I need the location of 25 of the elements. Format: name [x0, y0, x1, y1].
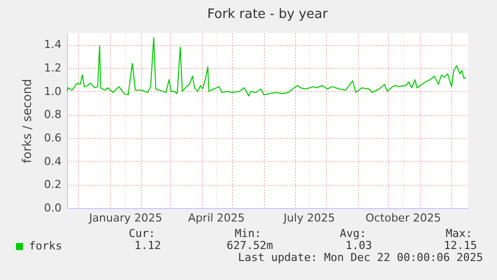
- legend-label: forks: [29, 240, 62, 252]
- y-tick-label: 1.2: [44, 62, 62, 74]
- y-tick-label: 1.4: [44, 38, 62, 52]
- y-tick-label: 0.0: [44, 202, 62, 214]
- chart-title: Fork rate - by year: [207, 7, 328, 22]
- x-tick-label: January 2025: [88, 212, 162, 224]
- text: Cur:: [128, 227, 156, 240]
- text: Max:: [446, 227, 472, 240]
- y-tick-label: 0.8: [44, 108, 62, 122]
- text: 1.03: [346, 239, 372, 252]
- y-tick-label: 1.0: [44, 84, 62, 98]
- text: Last update: Mon Dec 22 00:00:06 2025: [238, 251, 483, 264]
- line-series: [67, 37, 466, 96]
- x-tick-label: April 2025: [188, 212, 245, 224]
- text: 627.52m: [226, 239, 273, 252]
- y-tick-label: 0.6: [44, 132, 62, 144]
- x-tick-label: July 2025: [282, 212, 335, 224]
- text: 12.15: [444, 239, 477, 252]
- text: 1.12: [134, 239, 161, 252]
- y-axis-title: forks / second: [20, 78, 34, 164]
- text: Avg:: [340, 227, 366, 240]
- text: Min:: [234, 227, 262, 240]
- x-tick-label: October 2025: [365, 212, 441, 224]
- y-tick-label: 0.4: [44, 154, 62, 168]
- y-tick-label: 0.2: [44, 178, 62, 192]
